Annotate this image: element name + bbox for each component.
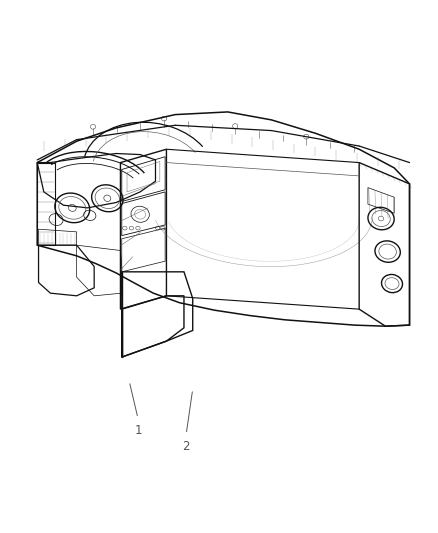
Text: 1: 1 [134,424,142,437]
Text: 2: 2 [182,440,190,453]
